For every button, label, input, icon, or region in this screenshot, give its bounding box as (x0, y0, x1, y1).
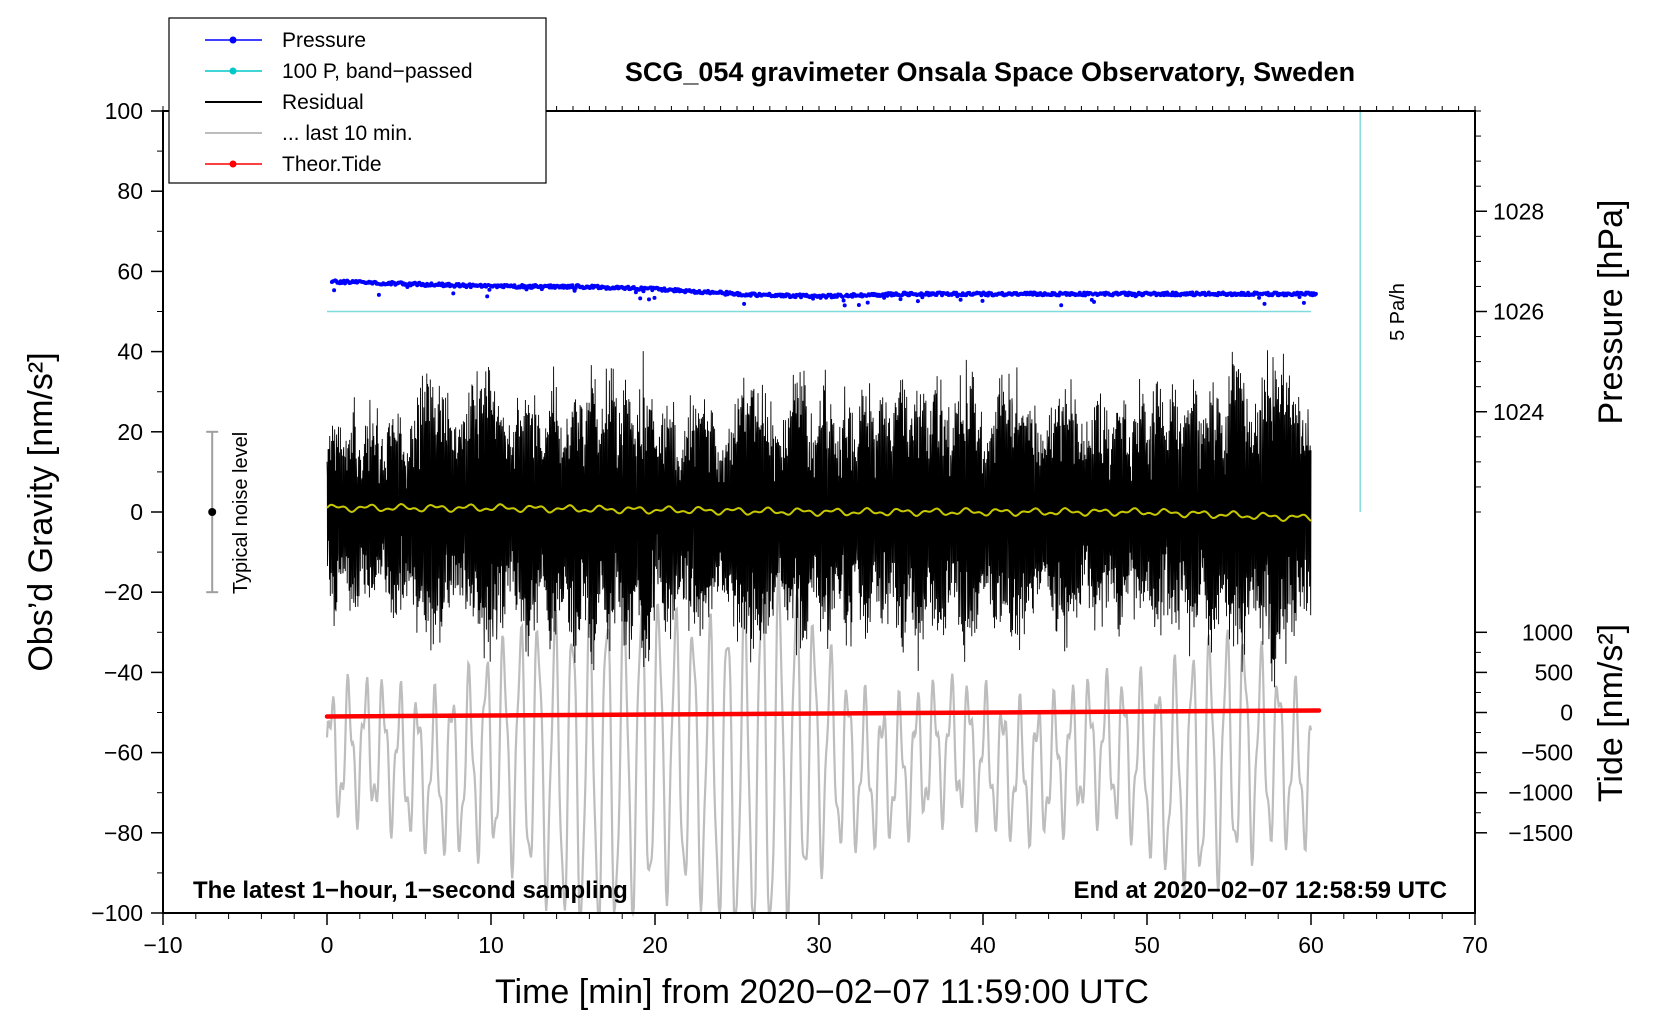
pressure-point (811, 296, 815, 301)
pressure-tick-label: 1024 (1493, 399, 1544, 425)
tide-tick-label: −500 (1521, 740, 1573, 766)
series-residual (326, 350, 1312, 688)
tide-axis-title: Tide [nm/s²] (1592, 624, 1630, 802)
pressure-point (633, 290, 638, 295)
tide-tick-label: −1500 (1508, 820, 1573, 846)
x-tick-label: 10 (478, 932, 504, 958)
y-tick-label: 40 (117, 339, 143, 365)
pressure-point (652, 295, 657, 300)
labels-layer: SCG_054 gravimeter Onsala Space Observat… (22, 57, 1630, 1011)
legend-marker (229, 67, 237, 75)
x-tick-label: 50 (1134, 932, 1160, 958)
legend-label: Residual (282, 91, 364, 114)
legend-label: Pressure (282, 29, 366, 52)
x-tick-label: 30 (806, 932, 832, 958)
annotation-left: The latest 1−hour, 1−second sampling (193, 877, 628, 904)
tide-tick-label: 1000 (1522, 619, 1573, 645)
chart-title: SCG_054 gravimeter Onsala Space Observat… (625, 57, 1355, 87)
x-tick-label: 20 (642, 932, 668, 958)
pressure-point (1313, 291, 1318, 296)
y-tick-label: 80 (117, 178, 143, 204)
series-layer (206, 111, 1361, 918)
tide-tick-label: 0 (1560, 700, 1573, 726)
y-tick-label: 20 (117, 419, 143, 445)
pressure-point (1257, 295, 1262, 300)
legend-label: Theor.Tide (282, 153, 382, 176)
noise-level-label: Typical noise level (230, 432, 252, 594)
y-tick-label: −60 (104, 740, 143, 766)
tide-tick-label: −1000 (1508, 780, 1573, 806)
legend-marker (229, 36, 237, 44)
x-tick-label: 60 (1298, 932, 1324, 958)
series-residual-smoothed (326, 502, 1312, 523)
series-last-10-min (325, 573, 1313, 918)
y-tick-label: −80 (104, 820, 143, 846)
pressure-point (742, 301, 747, 306)
y-tick-label: −40 (104, 659, 143, 685)
legend-label: ... last 10 min. (282, 122, 413, 145)
y-tick-label: 100 (105, 98, 143, 124)
y-tick-label: −20 (104, 579, 143, 605)
pressure-point (1059, 303, 1064, 308)
legend-label: 100 P, band−passed (282, 60, 473, 83)
pressure-point (638, 296, 643, 301)
pressure-point (915, 299, 920, 304)
series-theor-tide (324, 708, 1322, 719)
y-tick-label: 0 (130, 499, 143, 525)
pressure-point (882, 295, 887, 300)
pressure-tick-label: 1026 (1493, 299, 1544, 325)
pressure-point (980, 298, 985, 303)
pressure-tick-label: 1028 (1493, 198, 1544, 224)
pressure-point (979, 293, 984, 298)
pressure-point (641, 289, 646, 294)
x-tick-label: 70 (1462, 932, 1488, 958)
pressure-point (451, 291, 456, 296)
pressure-point (856, 303, 861, 307)
x-tick-label: 40 (970, 932, 996, 958)
pressure-point (958, 297, 963, 302)
rate-bar-label: 5 Pa/h (1387, 283, 1409, 341)
pressure-point (647, 297, 651, 302)
x-axis-title: Time [min] from 2020−02−07 11:59:00 UTC (495, 973, 1149, 1011)
legend: Pressure 100 P, band−passed Residual ... la… (168, 17, 547, 184)
x-tick-label: −10 (143, 932, 182, 958)
axes-layer: −10 0 10 20 30 40 50 60 70−100−80−60−40−20020406… (91, 98, 1573, 958)
pressure-point (332, 288, 337, 293)
y-axis-title: Obs’d Gravity [nm/s²] (22, 352, 60, 671)
y-tick-label: 60 (117, 258, 143, 284)
pressure-point (842, 303, 847, 308)
tide-tick-label: 500 (1535, 659, 1573, 685)
pressure-point (898, 297, 903, 302)
legend-marker (229, 160, 237, 168)
pressure-point (487, 287, 492, 292)
pressure-point (1262, 301, 1267, 306)
legend-box (168, 17, 547, 184)
pressure-point (841, 298, 846, 303)
annotation-right: End at 2020−02−07 12:58:59 UTC (1073, 877, 1447, 904)
x-tick-label: 0 (321, 932, 334, 958)
pressure-point (376, 292, 381, 297)
pressure-point (840, 294, 845, 299)
pressure-point (1092, 299, 1096, 304)
pressure-point (1297, 295, 1302, 299)
y-tick-label: −100 (91, 900, 143, 926)
noise-bar-center (208, 508, 217, 516)
pressure-point (865, 300, 870, 305)
pressure-point (1301, 300, 1306, 305)
pressure-point (485, 294, 490, 299)
pressure-axis-title: Pressure [hPa] (1592, 200, 1630, 425)
